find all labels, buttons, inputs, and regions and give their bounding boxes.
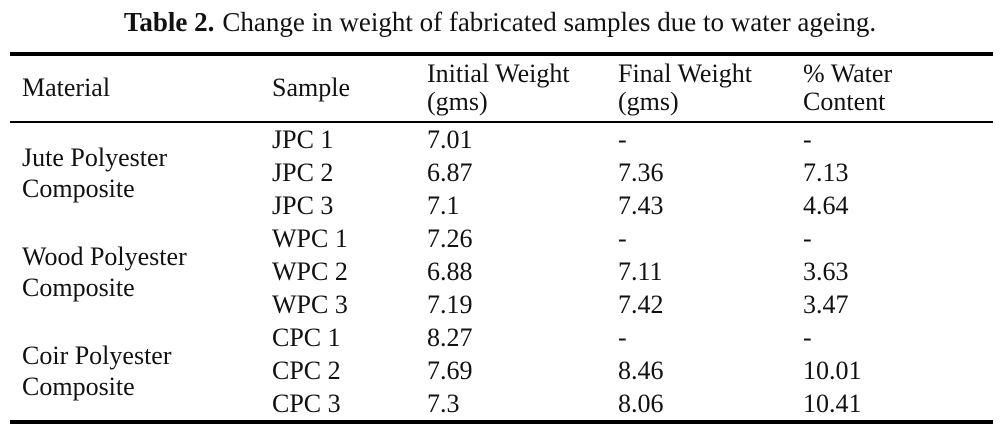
water-content-cell: -: [803, 323, 812, 352]
initial-weight-cell: 6.88: [427, 257, 473, 286]
initial-weight-cell: 7.01: [427, 125, 473, 154]
table-caption-text: Change in weight of fabricated samples d…: [222, 7, 877, 37]
table-row: Jute Polyester Composite JPC 1 7.01 - -: [10, 122, 993, 203]
table-caption-label: Table 2.: [123, 7, 215, 37]
material-cell: Wood Polyester Composite: [22, 241, 187, 302]
final-weight-cell: 7.43: [618, 191, 664, 220]
water-content-cell: -: [803, 224, 812, 253]
water-content-cell: 4.64: [803, 191, 849, 220]
paper-table-figure: Table 2. Change in weight of fabricated s…: [0, 5, 1000, 424]
table-row: CPC 3 7.3 8.06 10.41: [10, 387, 993, 422]
col-header-final-weight: Final Weight (gms): [618, 54, 803, 123]
sample-cell: CPC 3: [272, 389, 341, 418]
table-row: CPC 2 7.69 8.46 10.01: [10, 354, 993, 387]
initial-weight-cell: 7.1: [427, 191, 460, 220]
table-row: JPC 2 6.87 7.36 7.13: [10, 156, 993, 189]
sample-cell: WPC 2: [272, 257, 348, 286]
water-content-cell: 10.01: [803, 356, 862, 385]
header-row: Material Sample Initial Weight (gms) Fin…: [10, 54, 993, 123]
sample-cell: JPC 1: [272, 125, 334, 154]
col-header-water-content: % Water Content: [803, 54, 993, 123]
sample-cell: CPC 2: [272, 356, 341, 385]
final-weight-cell: 8.46: [618, 356, 664, 385]
final-weight-cell: 7.42: [618, 290, 664, 319]
final-weight-cell: -: [618, 125, 627, 154]
col-header-initial-weight: Initial Weight (gms): [427, 54, 618, 123]
sample-cell: WPC 3: [272, 290, 348, 319]
table-row: Wood Polyester Composite WPC 1 7.26 - -: [10, 222, 993, 302]
initial-weight-cell: 6.87: [427, 158, 473, 187]
initial-weight-cell: 8.27: [427, 323, 473, 352]
table-row: Coir Polyester Composite CPC 1 8.27 - -: [10, 321, 993, 401]
material-cell: Coir Polyester Composite: [22, 340, 172, 401]
sample-cell: JPC 2: [272, 158, 334, 187]
col-header-sample: Sample: [272, 54, 427, 123]
final-weight-cell: -: [618, 323, 627, 352]
initial-weight-cell: 7.26: [427, 224, 473, 253]
table-row: WPC 3 7.19 7.42 3.47: [10, 288, 993, 321]
final-weight-cell: 7.11: [618, 257, 663, 286]
final-weight-cell: 8.06: [618, 389, 664, 418]
sample-cell: JPC 3: [272, 191, 334, 220]
initial-weight-cell: 7.69: [427, 356, 473, 385]
table-row: WPC 2 6.88 7.11 3.63: [10, 255, 993, 288]
col-header-material: Material: [10, 54, 272, 123]
sample-cell: WPC 1: [272, 224, 348, 253]
final-weight-cell: 7.36: [618, 158, 664, 187]
table-caption: Table 2. Change in weight of fabricated s…: [0, 5, 1000, 39]
water-content-cell: 3.47: [803, 290, 849, 319]
water-content-cell: 3.63: [803, 257, 849, 286]
water-content-cell: 10.41: [803, 389, 862, 418]
initial-weight-cell: 7.3: [427, 389, 460, 418]
initial-weight-cell: 7.19: [427, 290, 473, 319]
water-content-cell: -: [803, 125, 812, 154]
sample-cell: CPC 1: [272, 323, 341, 352]
data-table: Material Sample Initial Weight (gms) Fin…: [10, 52, 993, 424]
table-row: JPC 3 7.1 7.43 4.64: [10, 189, 993, 222]
material-cell: Jute Polyester Composite: [22, 142, 168, 203]
water-content-cell: 7.13: [803, 158, 849, 187]
final-weight-cell: -: [618, 224, 627, 253]
